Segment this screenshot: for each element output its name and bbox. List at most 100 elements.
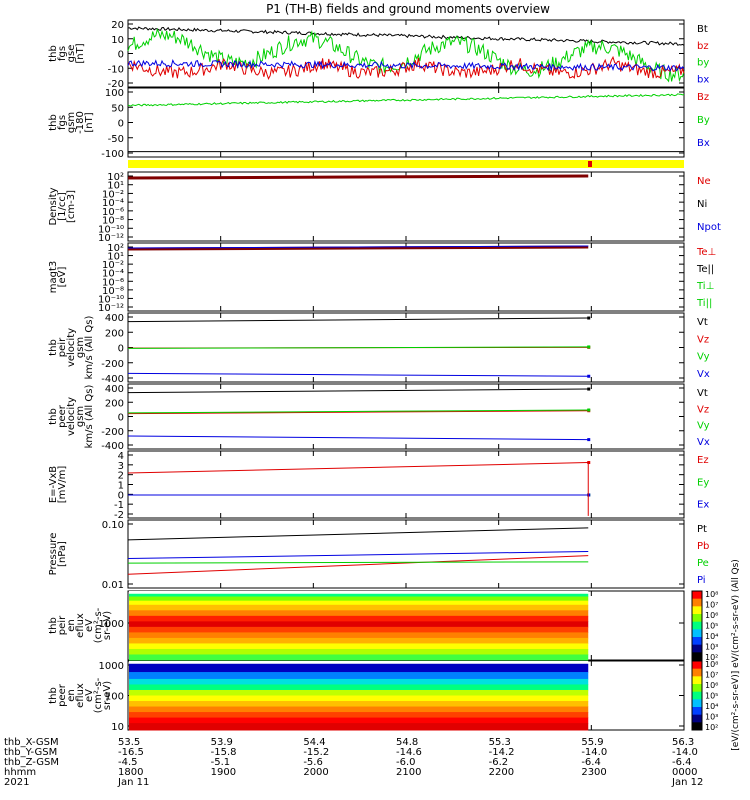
x-tick-value: 2100 [396, 767, 421, 778]
electron-spectrogram-band [129, 712, 589, 719]
panel-temp: magt3[eV] 10²10¹10⁻²10⁻⁴10⁻⁶10⁻⁸10⁻¹⁰10⁻¹… [48, 242, 716, 314]
series-pi [127, 550, 589, 560]
x-tick-value: -15.2 [303, 747, 329, 758]
ylabel-line: peer [57, 683, 68, 707]
colorbar-tick-label: 10⁴ [705, 702, 718, 711]
series-ne [127, 174, 589, 180]
y-tick-label: 10 [111, 722, 124, 733]
x-tick-value: 1800 [118, 767, 143, 778]
series-vy [127, 346, 589, 349]
y-tick-label: 20 [111, 20, 124, 31]
ylabel-line: gse [66, 45, 77, 63]
x-tick-value: 54.4 [303, 737, 325, 748]
colorbar-step [692, 699, 702, 708]
colorbar-tick-label: 10² [705, 653, 718, 662]
series-pb [127, 555, 589, 575]
colorbar-step [692, 707, 702, 716]
ylabel-line: thb [48, 687, 59, 704]
electron-spectrogram-band [129, 695, 589, 702]
ylabel-line: eflux [75, 683, 86, 708]
legend-vx: Vx [697, 437, 710, 448]
legend-ez: Ez [697, 455, 709, 466]
x-row-label: hhmm [4, 767, 36, 778]
y-tick-label: 0 [118, 119, 124, 130]
colorbar-step [692, 644, 702, 653]
ylabel-line: thb [48, 408, 59, 425]
ion-spectrogram-band [129, 648, 589, 655]
x-row-label: thb_Z-GSM [4, 757, 59, 768]
y-tick-label: 200 [105, 398, 124, 409]
legend-bt: Bt [697, 24, 708, 35]
ylabel-line: fgs [57, 115, 68, 130]
x-tick-value: Jan 11 [117, 777, 149, 788]
y-tick-label: -400 [101, 374, 124, 385]
ylabel-line: magt3 [48, 261, 59, 294]
ylabel-line: gsm [75, 406, 86, 427]
legend-vt: Vt [697, 317, 708, 328]
ylabel-line: [cm-3] [66, 190, 77, 223]
y-tick-label: 10⁻¹⁰ [98, 224, 124, 235]
legend-te: Te|| [696, 264, 714, 275]
ylabel-line: en [66, 619, 77, 632]
ylabel-line: peer [57, 404, 68, 428]
colorbar-step [692, 691, 702, 700]
ylabel-line: [nPa] [57, 541, 68, 567]
y-tick-label: 10⁻² [102, 260, 124, 271]
y-tick-label: 10² [107, 172, 124, 183]
y-tick-label: 10⁻¹⁰ [98, 294, 124, 305]
electron-spectrogram-band [129, 661, 589, 665]
ylabel-line: (cm²-s- [93, 607, 104, 643]
ylabel-line: (cm²-s- [93, 677, 104, 713]
y-tick-label: 10⁻⁶ [102, 207, 124, 218]
ylabel-line: [mV/m] [57, 466, 68, 504]
plot-title: P1 (TH-B) fields and ground moments over… [266, 2, 550, 16]
status-bar [128, 160, 684, 168]
x-row-label: thb_Y-GSM [4, 747, 57, 758]
y-tick-label: 1000 [99, 661, 124, 672]
y-tick-label: 10¹ [107, 252, 124, 263]
x-tick-value: -6.4 [581, 757, 601, 768]
legend-ti: Ti|| [696, 298, 712, 309]
ion-spectrogram-band [129, 654, 589, 661]
x-tick-value: -5.1 [211, 757, 231, 768]
series-by [127, 28, 685, 83]
y-tick-label: 10⁻⁴ [102, 269, 124, 280]
ion-spectrogram-band [129, 632, 589, 639]
electron-spectrogram-band [129, 689, 589, 696]
ion-spectrogram-band [129, 596, 589, 602]
y-tick-label: 10⁻⁸ [102, 286, 124, 297]
colorbar-step [692, 676, 702, 685]
y-tick-label: 0.01 [102, 580, 124, 591]
colorbar-step [692, 629, 702, 638]
ylabel-line: Density [48, 187, 59, 225]
y-tick-label: 3 [118, 461, 124, 472]
ylabel-line: thb [48, 114, 59, 131]
colorbar-tick-label: 10⁸ [705, 660, 718, 669]
panels-group: thbfgsgse[nT]20100-10-20Btbzbybxthbfgsgs… [48, 19, 721, 733]
colorbar-step [692, 598, 702, 607]
ylabel-line: [nT] [84, 112, 95, 132]
legend-vy: Vy [697, 421, 710, 432]
ion-spectrogram-band [129, 615, 589, 622]
colorbar-step [692, 714, 702, 723]
electron-spectrogram-band [129, 672, 589, 680]
legend-pe: Pe [697, 558, 709, 569]
colorbar-step [692, 668, 702, 677]
colorbar-frame [691, 660, 703, 731]
y-tick-label: 100 [105, 692, 124, 703]
x-tick-value: 55.9 [581, 737, 603, 748]
legend-npot: Npot [697, 222, 721, 233]
electron-spectrogram-band [129, 723, 589, 731]
x-tick-value: -14.0 [581, 747, 607, 758]
colorbar-tick-label: 10⁶ [705, 681, 718, 690]
panel-frame [127, 242, 685, 312]
x-tick-value: 2300 [581, 767, 606, 778]
x-tick-value: 2000 [303, 767, 328, 778]
x-tick-value: -16.5 [118, 747, 144, 758]
colorbar-step [692, 614, 702, 623]
